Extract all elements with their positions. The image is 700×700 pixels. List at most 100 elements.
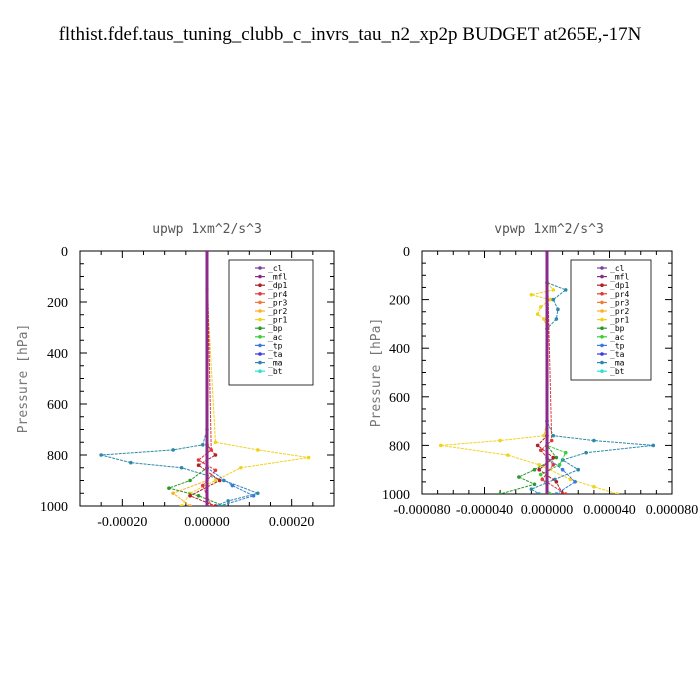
legend-marker: [258, 266, 262, 270]
data-point-pr1: [213, 440, 218, 445]
legend-marker: [600, 292, 604, 296]
x-tick-label: -0.000080: [393, 503, 450, 518]
data-point-dp1: [196, 463, 201, 468]
y-tick-label: 1000: [40, 500, 68, 515]
data-point-pr1: [551, 288, 556, 292]
legend-marker: [258, 369, 262, 374]
legend-marker: [258, 300, 262, 305]
legend-entry: _pr2: [268, 307, 287, 316]
data-point-pr4: [538, 448, 543, 453]
data-point-pr1: [498, 438, 502, 443]
data-point-pr2: [171, 491, 175, 496]
data-point-pr1: [213, 478, 218, 483]
y-tick-label: 400: [389, 342, 410, 357]
data-point-pr1: [615, 492, 620, 494]
data-point-mfl: [545, 492, 549, 494]
data-point-ac: [538, 472, 543, 477]
figure-title: flthist.fdef.taus_tuning_clubb_c_invrs_t…: [59, 24, 642, 45]
data-point-pr4: [549, 438, 554, 443]
legend-entry: _dp1: [268, 281, 287, 290]
legend-marker: [600, 274, 604, 279]
y-tick-label: 600: [47, 398, 68, 413]
legend-marker: [600, 309, 604, 313]
legend: _cl_mfl_dp1_pr4_pr3_pr2_pr1_bp_ac_tp_ta_…: [228, 259, 314, 386]
legend-entry: _mfl: [610, 273, 629, 282]
data-point-dp1: [560, 492, 565, 494]
legend-entry: _pr1: [610, 316, 629, 325]
data-point-dp1: [535, 443, 540, 448]
legend-marker: [258, 352, 262, 356]
data-point-tp: [217, 504, 222, 506]
legend-entry: _bp: [610, 324, 625, 333]
legend-box: [228, 259, 314, 386]
x-tick-label: 0.00020: [269, 515, 315, 530]
legend-entry: _ac: [268, 333, 283, 342]
legend-entry: _ta: [268, 350, 283, 359]
legend-marker: [600, 360, 604, 365]
legend-entry: _pr3: [610, 298, 629, 307]
data-point-ma: [551, 297, 556, 302]
data-point-pr1: [506, 453, 510, 457]
legend-entry: _tp: [268, 341, 283, 350]
y-tick-label: 200: [47, 296, 68, 311]
legend-marker: [600, 326, 604, 331]
data-point-pr1: [542, 433, 546, 438]
data-point-dp1: [213, 453, 218, 457]
data-point-ma: [226, 499, 230, 503]
data-point-dp1: [551, 455, 556, 460]
data-point-pr1: [542, 317, 546, 321]
legend-entry: _ta: [610, 350, 625, 359]
data-point-ma: [556, 307, 560, 312]
data-point-ma: [99, 453, 103, 457]
legend-entry: _cl: [610, 264, 625, 273]
data-point-pr1: [438, 443, 443, 448]
x-tick-label: -0.00020: [97, 515, 147, 530]
y-axis-label: Pressure [hPa]: [16, 324, 31, 434]
y-tick-label: 600: [389, 391, 410, 406]
legend-marker: [600, 266, 604, 270]
data-point-pr2: [188, 504, 192, 506]
data-point-pr1: [306, 455, 311, 460]
data-point-ma: [255, 491, 260, 496]
data-point-pr1: [529, 292, 534, 297]
data-point-mfl: [205, 251, 209, 253]
legend-marker: [600, 335, 604, 339]
data-point-pr4: [209, 504, 214, 506]
data-point-pr1: [239, 465, 243, 470]
data-point-pr4: [209, 448, 214, 452]
data-point-bp: [517, 475, 521, 479]
data-point-pr1: [179, 504, 184, 506]
data-point-dp1: [537, 467, 541, 472]
legend-marker: [600, 352, 604, 356]
data-point-pr1: [548, 297, 552, 302]
data-point-ma: [584, 450, 588, 455]
legend-marker: [258, 343, 262, 348]
x-tick-label: 0.000000: [521, 503, 574, 518]
legend-entry: _cl: [268, 264, 283, 273]
legend-marker: [600, 283, 604, 288]
y-tick-label: 200: [389, 294, 410, 309]
legend-marker: [258, 283, 262, 288]
data-point-pr1: [535, 312, 540, 316]
legend-entry: _bt: [268, 367, 283, 376]
data-point-tp: [554, 492, 559, 494]
series-line-dp1: [188, 251, 221, 506]
legend-entry: _dp1: [610, 281, 629, 290]
data-point-ma: [554, 317, 559, 321]
data-point-dp1: [217, 478, 222, 483]
data-point-ac: [548, 492, 552, 494]
data-point-pr4: [563, 492, 568, 494]
y-tick-label: 800: [47, 449, 68, 464]
data-point-ma: [200, 443, 205, 447]
x-tick-label: 0.000040: [583, 503, 636, 518]
series-group: [99, 251, 311, 506]
data-point-pr4: [200, 483, 205, 488]
legend-marker: [258, 360, 262, 365]
data-point-ma: [179, 465, 184, 470]
data-point-ma: [651, 443, 656, 448]
data-point-ma: [171, 448, 175, 452]
x-tick-label: 0.00000: [184, 515, 230, 530]
data-point-mfl: [205, 504, 209, 506]
data-point-bp: [532, 467, 537, 472]
